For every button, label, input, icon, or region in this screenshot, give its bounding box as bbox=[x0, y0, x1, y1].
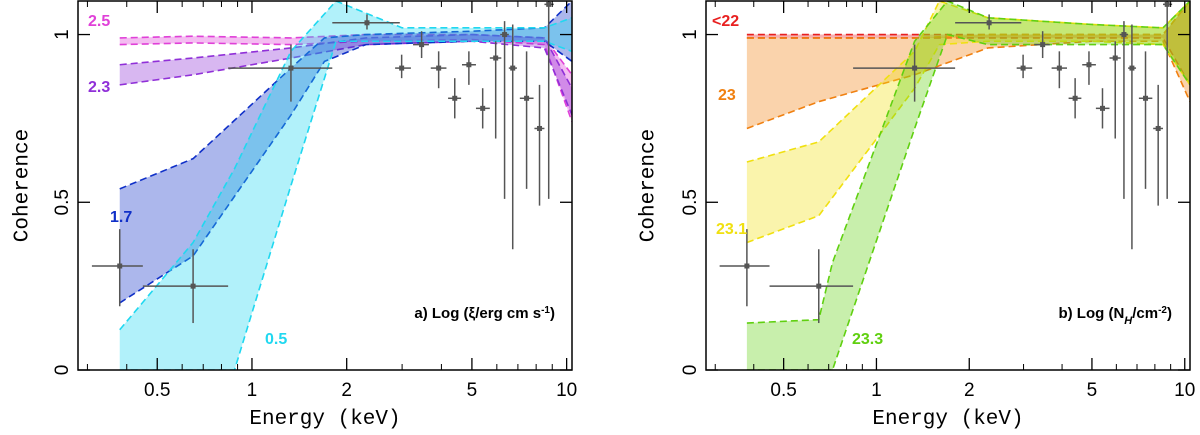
x-tick-label: 1 bbox=[871, 380, 882, 401]
plot-area bbox=[719, 1, 1190, 370]
x-axis-label: Energy (keV) bbox=[249, 408, 400, 431]
annotation-part: H bbox=[1124, 315, 1133, 327]
y-tick-label: 0 bbox=[52, 365, 73, 376]
x-tick-label: 2 bbox=[964, 380, 975, 401]
band-lower-line bbox=[746, 33, 1190, 370]
x-tick-label: 5 bbox=[467, 380, 478, 401]
band-lower-line bbox=[746, 40, 1190, 244]
annotation-part: -2 bbox=[1158, 305, 1167, 316]
data-point bbox=[1020, 65, 1026, 71]
data-point bbox=[502, 32, 508, 38]
data-point bbox=[364, 20, 370, 26]
band-upper-line bbox=[746, 1, 1190, 39]
panel: 0.5 1 2 5 10 0 0.5 1 Energy (keV) Coherence <22 23 2… bbox=[638, 0, 1195, 431]
annotation: b) Log (NH/cm-2) bbox=[1058, 305, 1172, 328]
series-label: <22 bbox=[712, 13, 739, 30]
data-point bbox=[1112, 55, 1118, 61]
x-tick-label: 1 bbox=[247, 380, 258, 401]
data-point bbox=[537, 125, 543, 131]
data-point bbox=[480, 105, 486, 111]
series-label: 23.1 bbox=[716, 221, 747, 238]
data-point bbox=[1099, 105, 1105, 111]
data-point bbox=[452, 95, 458, 101]
data-point bbox=[524, 95, 530, 101]
y-tick-label: 1 bbox=[52, 29, 73, 40]
x-tick-label: 2 bbox=[341, 380, 352, 401]
y-tick-label: 0.5 bbox=[52, 189, 73, 215]
band-fill bbox=[119, 1, 572, 370]
y-axis-label: Coherence bbox=[12, 129, 35, 242]
data-point bbox=[1129, 65, 1135, 71]
data-point bbox=[546, 1, 552, 7]
data-point bbox=[744, 263, 750, 269]
plot-frame bbox=[705, 0, 1191, 371]
x-tick-label: 0.5 bbox=[144, 380, 170, 401]
annotation-part: ) bbox=[550, 305, 555, 322]
band-lower-line bbox=[746, 40, 1190, 130]
data-point bbox=[1056, 65, 1062, 71]
annotation-part: ) bbox=[1167, 305, 1172, 322]
data-point bbox=[1121, 32, 1127, 38]
plot-frame bbox=[77, 0, 573, 371]
series-label: 2.5 bbox=[88, 13, 110, 30]
x-tick-label: 10 bbox=[556, 380, 577, 401]
band-upper-line bbox=[746, 1, 1190, 163]
band-upper-line bbox=[746, 1, 1190, 36]
data-point bbox=[190, 283, 196, 289]
data-point bbox=[399, 65, 405, 71]
data-point bbox=[912, 65, 918, 71]
series-label: 1.7 bbox=[110, 209, 132, 226]
x-axis-label: Energy (keV) bbox=[872, 408, 1023, 431]
series-label: 23.3 bbox=[852, 331, 883, 348]
x-tick-label: 5 bbox=[1087, 380, 1098, 401]
data-point bbox=[510, 65, 516, 71]
band-upper-line bbox=[746, 1, 1190, 324]
data-point bbox=[1155, 125, 1161, 131]
y-axis-label: Coherence bbox=[638, 129, 661, 242]
data-point bbox=[816, 283, 822, 289]
band-upper-line bbox=[119, 33, 572, 89]
data-point bbox=[493, 55, 499, 61]
x-tick-label: 10 bbox=[1174, 380, 1195, 401]
series-label: 0.5 bbox=[265, 331, 287, 348]
data-point bbox=[1164, 1, 1170, 7]
annotation-part: a) Log (ξ/erg cm s bbox=[414, 305, 541, 322]
data-point bbox=[986, 20, 992, 26]
y-tick-label: 0.5 bbox=[680, 189, 701, 215]
band-fill bbox=[746, 1, 1190, 370]
data-point bbox=[436, 65, 442, 71]
y-tick-label: 0 bbox=[680, 365, 701, 376]
band-fill bbox=[746, 1, 1190, 243]
data-point bbox=[1143, 95, 1149, 101]
annotation-part: -1 bbox=[541, 305, 550, 316]
data-point bbox=[288, 65, 294, 71]
x-tick-label: 0.5 bbox=[770, 380, 796, 401]
annotation-part: /cm bbox=[1132, 305, 1158, 322]
data-point bbox=[1086, 62, 1092, 68]
plot-area bbox=[91, 1, 572, 370]
band-upper-line bbox=[119, 1, 572, 331]
annotation-part: b) Log (N bbox=[1058, 305, 1124, 322]
band-fill bbox=[119, 1, 572, 303]
data-point bbox=[117, 263, 123, 269]
y-tick-label: 1 bbox=[680, 29, 701, 40]
panel: 0.5 1 2 5 10 0 0.5 1 Energy (keV) Coherence 2.5 2.3… bbox=[12, 0, 577, 431]
data-point bbox=[1040, 42, 1046, 48]
band-fill bbox=[746, 1, 1190, 129]
data-point bbox=[1072, 95, 1078, 101]
data-point bbox=[466, 62, 472, 68]
band-lower-line bbox=[119, 40, 572, 370]
data-point bbox=[419, 42, 425, 48]
series-label: 2.3 bbox=[88, 79, 110, 96]
annotation: a) Log (ξ/erg cm s-1) bbox=[414, 305, 555, 323]
series-label: 23 bbox=[718, 87, 736, 104]
